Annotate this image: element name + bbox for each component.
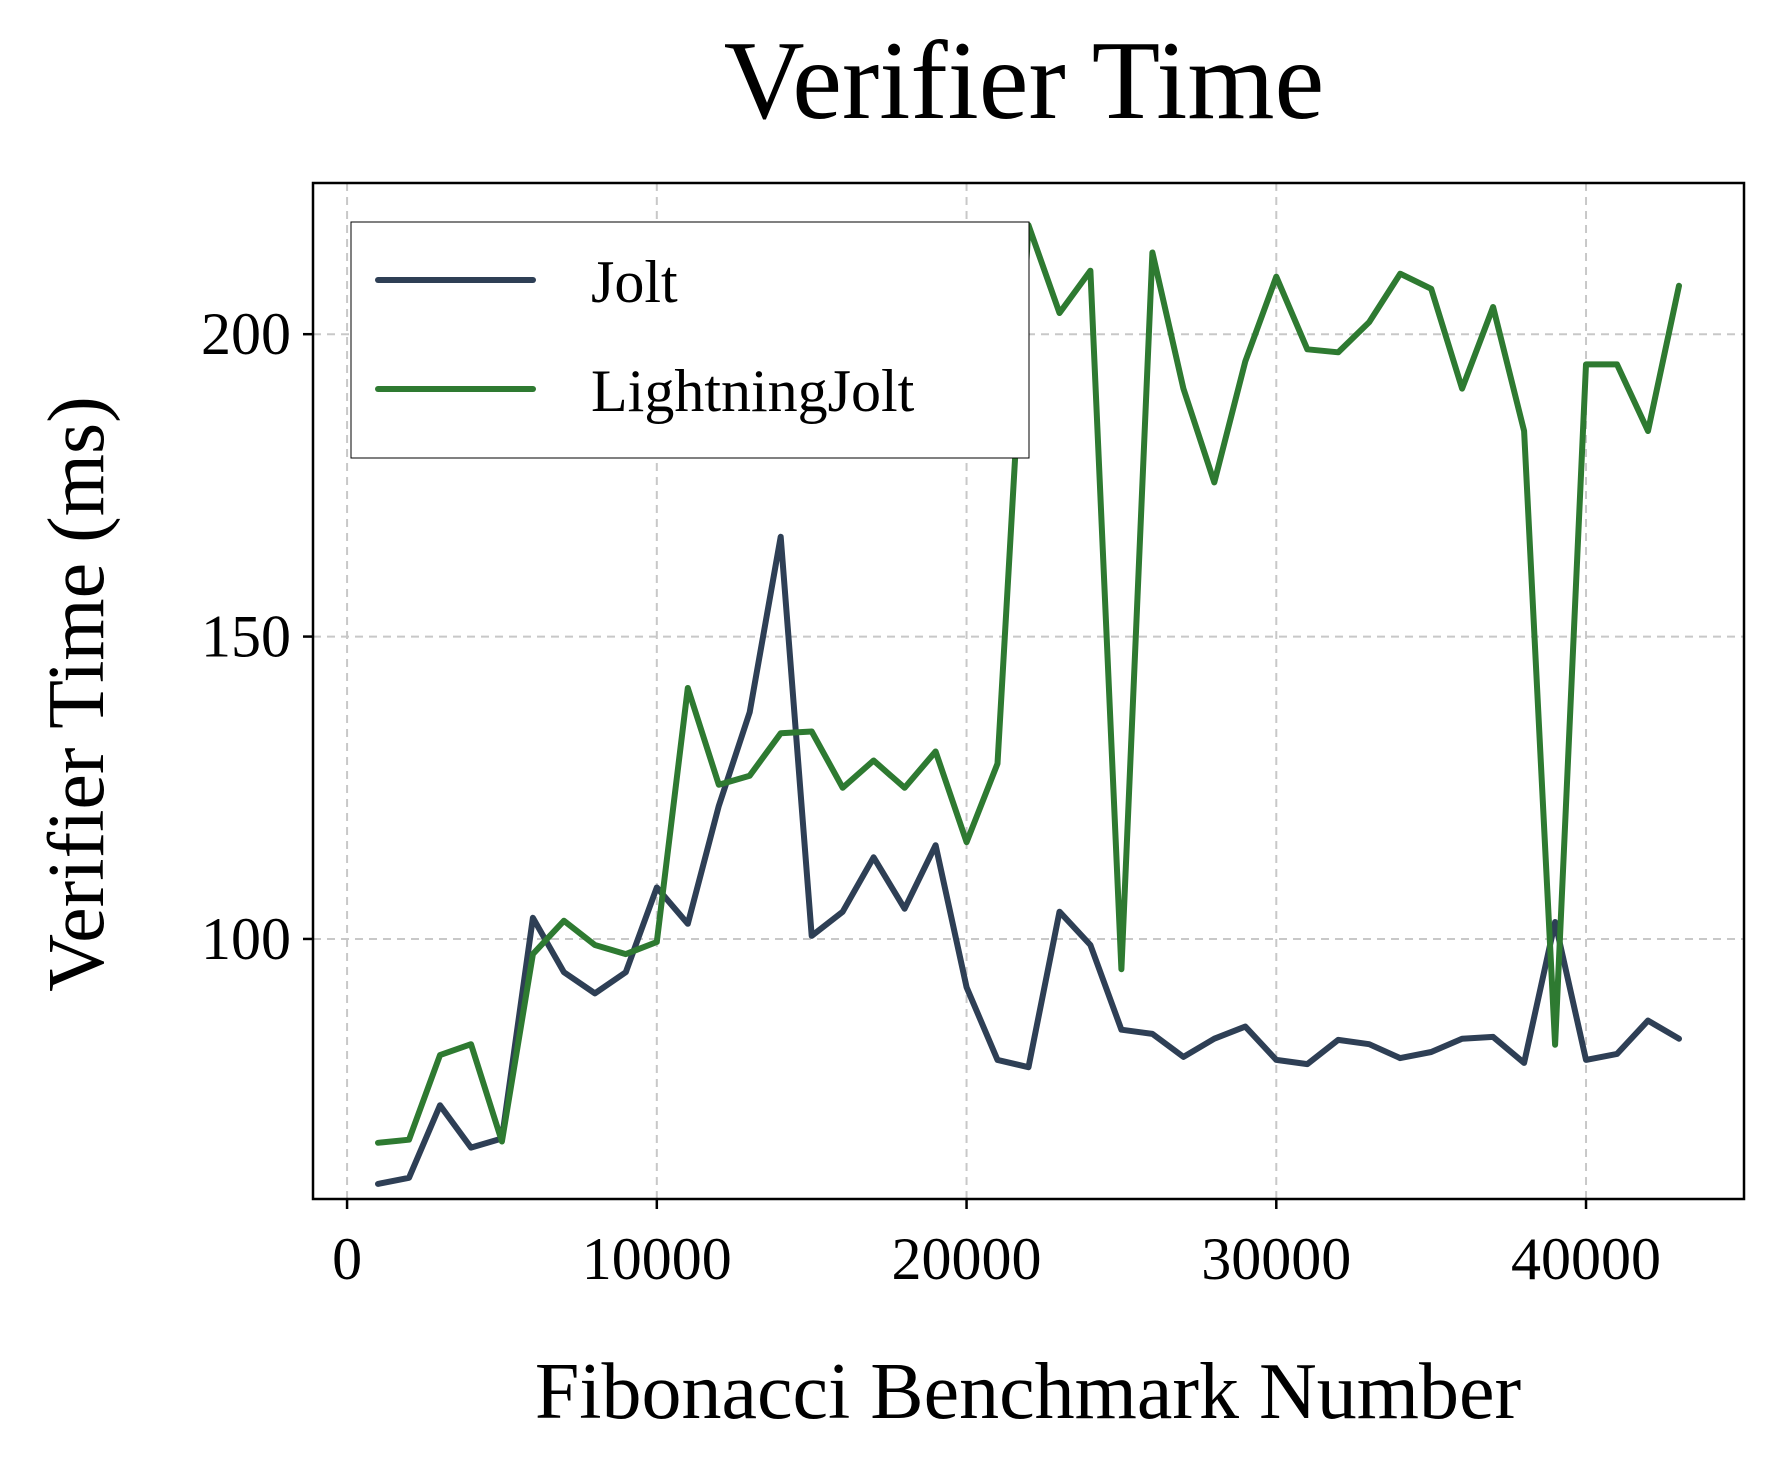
x-tick-label: 30000: [1201, 1226, 1351, 1292]
x-axis-label: Fibonacci Benchmark Number: [535, 1348, 1521, 1436]
x-tick-label: 20000: [892, 1226, 1042, 1292]
y-axis-ticks: 100 150 200: [201, 301, 313, 972]
plot-area-frame: [311, 181, 1746, 1201]
x-tick-label: 0: [332, 1226, 362, 1292]
series-line-jolt: [375, 533, 1682, 1187]
legend-box: [350, 221, 1030, 459]
y-tick-label: 100: [201, 906, 291, 972]
x-axis-ticks: 0 10000 20000 30000 40000: [332, 1199, 1661, 1292]
chart-title: Verifier Time: [724, 19, 1324, 143]
legend-label-jolt: Jolt: [591, 249, 678, 315]
y-tick-label: 150: [201, 604, 291, 670]
y-axis-label: Verifier Time (ms): [33, 396, 121, 992]
legend: Jolt LightningJolt: [350, 221, 1030, 459]
legend-label-lightningjolt: LightningJolt: [591, 358, 915, 424]
y-tick-label: 200: [201, 301, 291, 367]
legend-items: Jolt LightningJolt: [375, 249, 915, 424]
x-tick-label: 40000: [1511, 1226, 1661, 1292]
x-tick-label: 10000: [582, 1226, 732, 1292]
